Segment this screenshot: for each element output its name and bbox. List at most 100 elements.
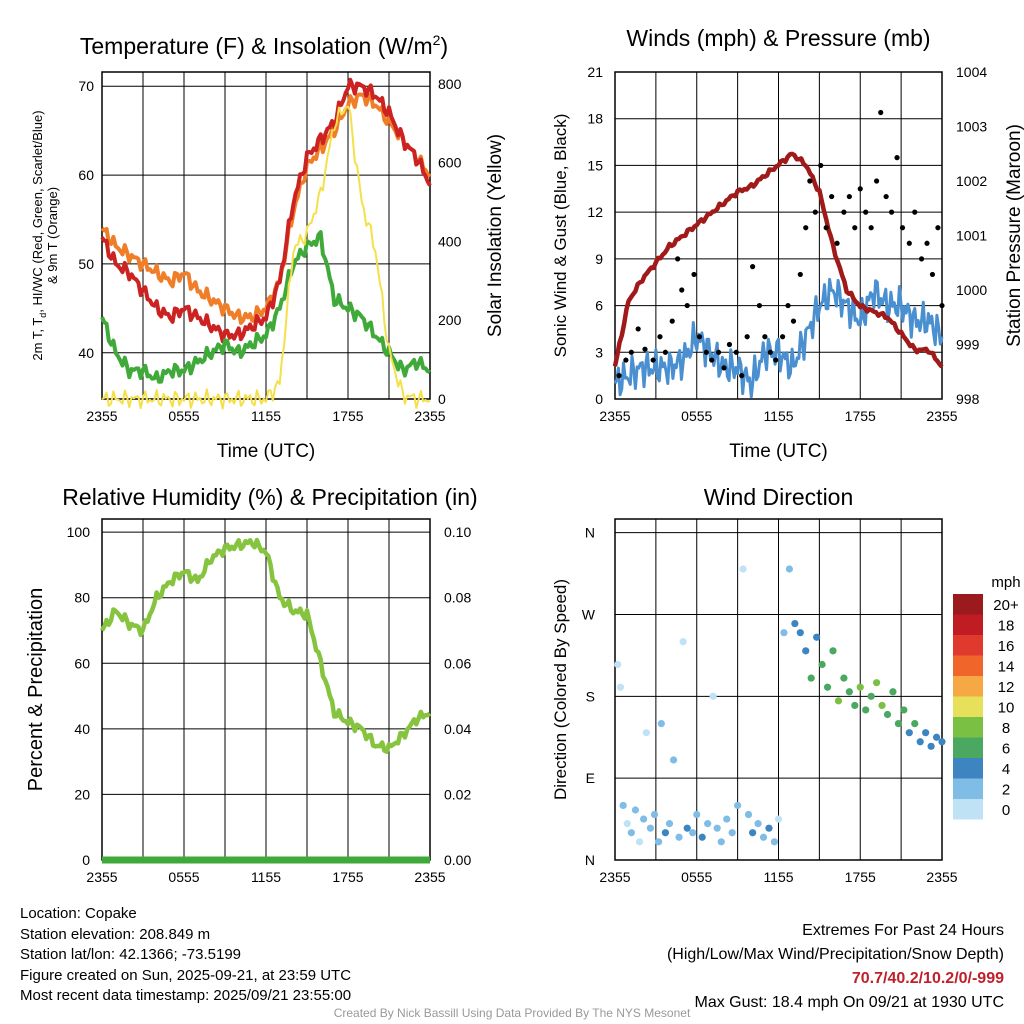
recent-text: Most recent data timestamp: 2025/09/21 2… (20, 987, 352, 1004)
y-tick-label: N (585, 525, 595, 541)
direction-point (635, 838, 644, 846)
direction-point (938, 738, 946, 746)
direction-point (744, 810, 753, 819)
gust-point (863, 209, 869, 215)
y-label-group: Percent & Precipitation (25, 588, 47, 791)
y-tick-label: 100 (67, 524, 91, 540)
gust-point (939, 302, 945, 309)
direction-point (754, 820, 762, 828)
chart-title: Wind Direction (704, 484, 854, 510)
x-tick-label: 1155 (251, 408, 281, 424)
gust-point (733, 349, 739, 355)
latlon-text: Station lat/lon: 42.1366; -73.5199 (20, 946, 242, 963)
y2-tick-label: 1004 (956, 64, 987, 80)
x-tick-label: 1155 (251, 869, 281, 885)
y2-tick-label: 400 (438, 233, 462, 249)
extremes-title: Extremes For Past 24 Hours (802, 922, 1004, 939)
legend-swatch (953, 655, 983, 676)
y-label-line2-group: & 9m T (Orange) (45, 187, 60, 284)
gust-point (669, 318, 675, 324)
direction-point (862, 706, 870, 714)
gust-point (642, 346, 648, 352)
y-label-rest: , HI/WC (Red, Green, Scarlet/Blue) (30, 110, 45, 312)
y-axis-label: 2m T, Td, HI/WC (Red, Green, Scarlet/Blu… (30, 110, 48, 360)
y2-tick-label: 0.04 (444, 721, 471, 737)
gust-point (675, 256, 681, 262)
y2-tick-label: 1002 (956, 173, 987, 189)
gust-point (703, 349, 709, 355)
chart-title: Winds (mph) & Pressure (mb) (626, 25, 930, 51)
gust-point (623, 357, 629, 363)
y2-tick-label: 0.02 (444, 786, 471, 802)
gust-point (857, 186, 863, 192)
x-tick-label: 1755 (332, 408, 363, 424)
x-tick-label: 2355 (414, 408, 445, 424)
y2-label-group: Station Pressure (Maroon) (1004, 124, 1024, 347)
legend-swatch (953, 696, 983, 717)
direction-point (661, 829, 670, 837)
gust-point (906, 240, 912, 246)
gust-point (899, 225, 906, 231)
x-tick-label: 2355 (414, 869, 445, 885)
x-tick-label: 1755 (845, 869, 876, 885)
y-tick-label: 40 (78, 345, 94, 361)
gust-point (650, 357, 656, 363)
direction-point (834, 697, 843, 705)
direction-point (873, 679, 881, 687)
direction-point (927, 742, 935, 750)
direction-point (829, 647, 837, 655)
series-solar-insolation (101, 105, 431, 410)
y2-tick-label: 0.00 (444, 852, 471, 868)
gust-point (679, 287, 685, 293)
extremes-subtitle: (High/Low/Max Wind/Precipitation/Snow De… (666, 946, 1004, 963)
gust-point (691, 271, 697, 278)
x-tick-label: 2355 (599, 408, 630, 424)
direction-point (765, 824, 773, 832)
gust-point (756, 302, 763, 309)
y-tick-label: 70 (78, 78, 94, 94)
direction-point (739, 565, 747, 573)
direction-point (802, 647, 810, 655)
gust-point (739, 373, 745, 379)
gust-point (779, 334, 786, 340)
legend-label: 20+ (993, 597, 1019, 614)
chart-title: Temperature (F) & Insolation (W/m2) (80, 32, 448, 59)
y-axis-label-line2: & 9m T (Orange) (45, 187, 60, 284)
direction-point (717, 838, 725, 846)
gust-point (767, 349, 773, 355)
legend-title: mph (991, 574, 1020, 591)
subscript-d: d (38, 313, 48, 318)
station-info: Location: Copake Station elevation: 208.… (20, 904, 351, 1007)
direction-point (813, 633, 821, 641)
legend-swatch (953, 614, 983, 635)
x-tick-label: 1755 (845, 408, 876, 424)
gust-point (829, 193, 835, 200)
y-tick-label: S (586, 688, 595, 704)
gust-point (616, 373, 622, 379)
gust-point (628, 349, 634, 355)
direction-point (709, 692, 717, 700)
x-tick-label: 2355 (926, 408, 957, 424)
gust-point (874, 178, 880, 184)
direction-point (932, 733, 941, 741)
extremes-values: 70.7/40.2/10.2/0/-999 (851, 970, 1004, 987)
x-tick-label: 0555 (681, 408, 712, 424)
gust-point (924, 240, 930, 246)
direction-point (889, 688, 897, 696)
gust-point (912, 209, 918, 215)
legend-label: 4 (1002, 761, 1010, 778)
gust-point (894, 155, 900, 161)
direction-point (614, 660, 622, 669)
speed-legend: mph 20+ 18 16 14 12 10 8 6 4 2 0 (953, 574, 1021, 820)
gust-point (790, 318, 797, 324)
direction-point (728, 829, 736, 837)
y-tick-label: 60 (78, 167, 94, 183)
y2-tick-label: 0 (438, 391, 446, 407)
direction-point (713, 824, 721, 832)
gust-point (709, 357, 715, 363)
direction-point (675, 833, 683, 841)
x-tick-label: 1755 (332, 869, 363, 885)
legend-label: 6 (1002, 741, 1010, 758)
y2-label-group: Solar Insolation (Yellow) (485, 134, 506, 337)
